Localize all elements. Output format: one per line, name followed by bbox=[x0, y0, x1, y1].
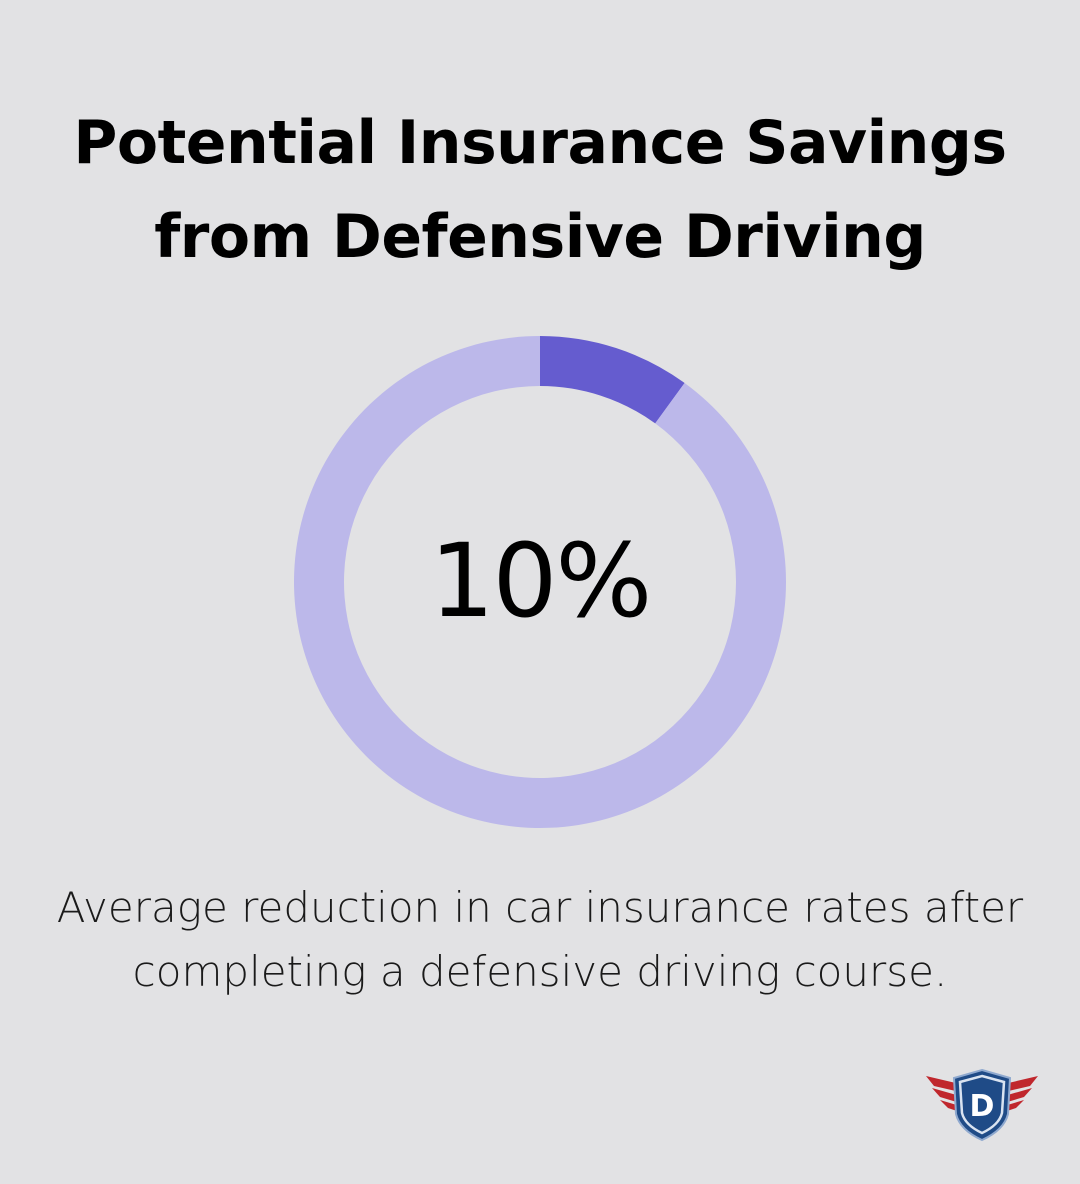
right-wing-icon bbox=[1004, 1076, 1038, 1112]
chart-description: Average reduction in car insurance rates… bbox=[0, 876, 1080, 1004]
donut-chart bbox=[294, 336, 786, 828]
chart-title-line-1: Potential Insurance Savings bbox=[73, 108, 1007, 178]
chart-description-line-2: completing a defensive driving course. bbox=[132, 947, 948, 996]
donut-center-value: 10% bbox=[429, 522, 653, 641]
left-wing-icon bbox=[926, 1076, 960, 1112]
chart-title-line-2: from Defensive Driving bbox=[154, 202, 926, 272]
chart-title: Potential Insurance Savings from Defensi… bbox=[0, 96, 1080, 284]
donut-slice-highlight bbox=[540, 336, 685, 424]
chart-description-line-1: Average reduction in car insurance rates… bbox=[56, 883, 1024, 932]
shield-wings-logo-icon: D bbox=[926, 1068, 1038, 1142]
logo-letter: D bbox=[970, 1089, 995, 1124]
